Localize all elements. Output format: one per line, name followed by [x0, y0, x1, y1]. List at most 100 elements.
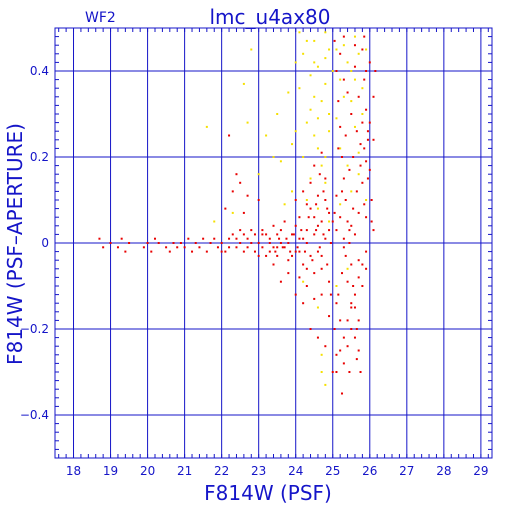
data-point [337, 147, 340, 150]
y-axis-label: F814W (PSF–APERTURE) [3, 123, 27, 365]
data-point [329, 242, 332, 244]
data-point [320, 293, 323, 296]
plot-frame [54, 27, 493, 459]
data-point [220, 242, 223, 244]
data-point [352, 285, 355, 287]
data-point [239, 181, 242, 184]
data-point [294, 293, 297, 296]
x-tick-label: 23 [251, 464, 266, 478]
data-point [109, 242, 112, 244]
data-point [179, 242, 182, 244]
data-point [328, 280, 331, 283]
y-tick-label: 0.4 [30, 64, 49, 78]
data-point [272, 263, 275, 266]
data-point [331, 70, 334, 72]
grid [55, 28, 492, 458]
data-point [265, 134, 268, 137]
data-point [320, 164, 323, 167]
data-point [339, 349, 342, 352]
data-point [316, 194, 319, 197]
data-point [324, 177, 327, 180]
data-point [242, 250, 245, 253]
data-point [283, 203, 286, 206]
data-point [202, 237, 205, 240]
data-point [242, 211, 245, 214]
data-point [257, 199, 260, 201]
data-point [242, 233, 245, 236]
data-point [365, 48, 368, 51]
data-point [309, 328, 312, 330]
data-point [305, 229, 308, 232]
data-point [359, 143, 362, 146]
data-point [361, 48, 364, 51]
y-tick-label: −0.2 [20, 322, 49, 336]
data-point [359, 164, 362, 167]
data-point [316, 306, 319, 309]
data-point [265, 233, 268, 236]
data-point [328, 130, 331, 133]
data-point [294, 224, 297, 227]
data-point [320, 151, 323, 154]
data-point [239, 229, 242, 232]
data-point [328, 211, 331, 214]
data-point [213, 220, 216, 223]
data-point [276, 246, 279, 249]
data-point [242, 82, 245, 85]
data-point [313, 164, 316, 167]
data-point [257, 173, 260, 176]
data-point [246, 246, 249, 249]
data-point [313, 272, 316, 275]
data-point [357, 259, 360, 262]
data-point [355, 130, 358, 133]
data-point [150, 250, 153, 253]
data-point [365, 108, 368, 111]
data-point [316, 147, 319, 150]
data-point [305, 199, 308, 201]
data-point [309, 108, 312, 111]
data-point [228, 134, 231, 137]
data-point [372, 138, 375, 141]
data-point [302, 302, 305, 305]
data-point [302, 190, 305, 193]
data-point [346, 319, 349, 322]
data-point [315, 203, 318, 206]
data-point [342, 44, 345, 47]
data-point [346, 164, 349, 167]
data-point [235, 246, 238, 249]
data-point [353, 78, 356, 81]
data-point [326, 263, 329, 266]
data-point [361, 87, 364, 90]
data-point [302, 280, 305, 283]
data-point [205, 125, 208, 128]
data-point [350, 190, 353, 193]
data-point [305, 203, 308, 206]
data-point [350, 100, 353, 103]
data-point [116, 246, 119, 249]
data-point [350, 224, 353, 227]
data-point [342, 246, 345, 249]
data-point [281, 246, 284, 249]
data-point [357, 151, 360, 154]
x-axis-label: F814W (PSF) [204, 481, 332, 505]
data-point [309, 74, 312, 77]
data-point [316, 250, 319, 253]
data-point [346, 91, 349, 94]
data-point [289, 250, 292, 253]
data-point [224, 207, 227, 210]
data-point [357, 319, 360, 322]
data-point [342, 177, 345, 180]
data-point [224, 250, 227, 253]
data-point [291, 233, 294, 236]
data-point [353, 233, 356, 236]
data-point [298, 87, 301, 90]
data-point [329, 293, 332, 296]
data-point [350, 306, 353, 309]
data-point [341, 190, 344, 193]
data-point [324, 82, 327, 85]
data-point [361, 263, 364, 266]
data-point [320, 220, 323, 223]
data-point [309, 254, 312, 257]
data-point [287, 91, 290, 94]
data-point [311, 259, 314, 262]
data-point [337, 100, 340, 103]
